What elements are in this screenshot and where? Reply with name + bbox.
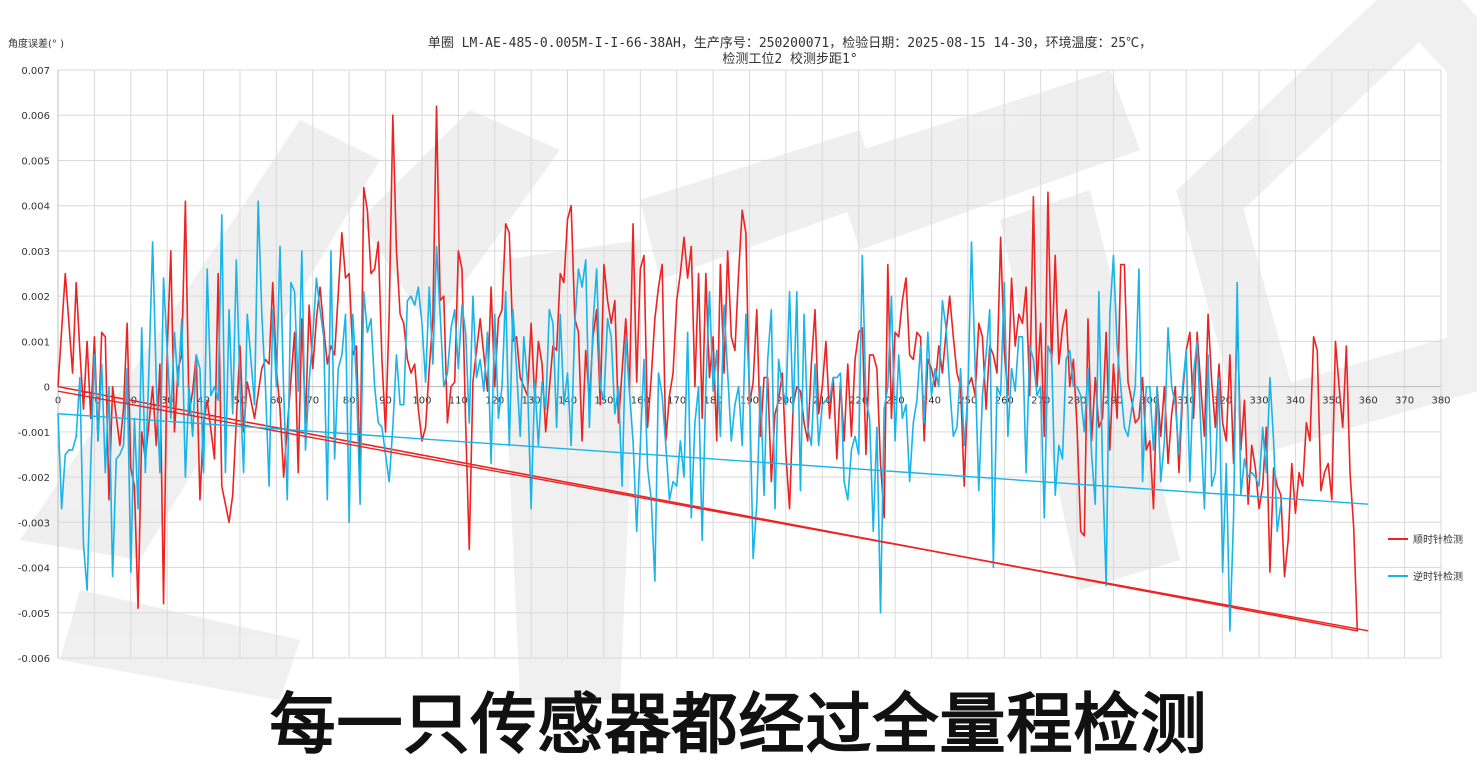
x-tick-label: 310: [1177, 396, 1196, 407]
x-tick-label: 10: [88, 396, 101, 407]
x-tick-label: 240: [922, 396, 941, 407]
x-tick-label: 220: [849, 396, 868, 407]
x-tick-label: 210: [813, 396, 832, 407]
x-tick-label: 40: [197, 396, 210, 407]
x-tick-label: 60: [270, 396, 283, 407]
legend-label: 逆时针检测: [1413, 570, 1463, 583]
y-tick-label: 0: [44, 383, 50, 394]
series-layer: [57, 105, 1369, 632]
x-tick-label: 330: [1249, 396, 1268, 407]
y-tick-label: 0.004: [21, 202, 50, 213]
y-tick-label: -0.002: [18, 473, 50, 484]
x-tick-label: 130: [522, 396, 541, 407]
series-line-3: [57, 413, 1369, 505]
x-tick-label: 120: [485, 396, 504, 407]
x-tick-label: 70: [306, 396, 319, 407]
x-tick-label: 170: [667, 396, 686, 407]
y-tick-label: 0.006: [21, 111, 50, 122]
x-tick-label: 280: [1068, 396, 1087, 407]
chart-title-line1: 单圈 LM-AE-485-0.005M-I-I-66-38AH，生产序号：250…: [428, 35, 1152, 51]
y-tick-label: -0.004: [18, 564, 50, 575]
x-tick-label: 230: [886, 396, 905, 407]
x-tick-label: 370: [1395, 396, 1414, 407]
y-tick-label: -0.005: [18, 609, 50, 620]
x-tick-label: 340: [1286, 396, 1305, 407]
series-line-2: [57, 390, 1369, 632]
caption-text: 每一只传感器都经过全量程检测: [269, 686, 1208, 763]
y-tick-label: 0.003: [21, 247, 50, 258]
x-tick-label: 90: [379, 396, 392, 407]
x-tick-label: 110: [449, 396, 468, 407]
x-tick-label: 300: [1140, 396, 1159, 407]
x-tick-label: 150: [594, 396, 613, 407]
y-tick-label: -0.001: [18, 428, 50, 439]
x-tick-label: 360: [1359, 396, 1378, 407]
x-tick-label: 80: [343, 396, 356, 407]
series-line-1: [57, 200, 1282, 632]
x-tick-label: 290: [1104, 396, 1123, 407]
legend-label: 顺时针检测: [1413, 533, 1463, 546]
x-tick-label: 160: [631, 396, 650, 407]
y-tick-label: 0.001: [21, 337, 50, 348]
x-tick-label: 350: [1322, 396, 1341, 407]
y-tick-label: 0.002: [21, 292, 50, 303]
x-tick-label: 320: [1213, 396, 1232, 407]
chart-title-line2: 检测工位2 校测步距1°: [722, 51, 857, 67]
x-tick-label: 380: [1431, 396, 1450, 407]
y-tick-label: -0.006: [18, 654, 50, 665]
x-tick-label: 180: [704, 396, 723, 407]
y-tick-label: 0.005: [21, 156, 50, 167]
y-tick-label: 0.007: [21, 66, 50, 77]
x-tick-label: 260: [995, 396, 1014, 407]
y-tick-label: -0.003: [18, 518, 50, 529]
x-tick-label: 140: [558, 396, 577, 407]
y-axis-label: 角度误差(° ): [8, 37, 64, 50]
series-line-0: [57, 105, 1359, 632]
x-tick-label: 100: [412, 396, 431, 407]
